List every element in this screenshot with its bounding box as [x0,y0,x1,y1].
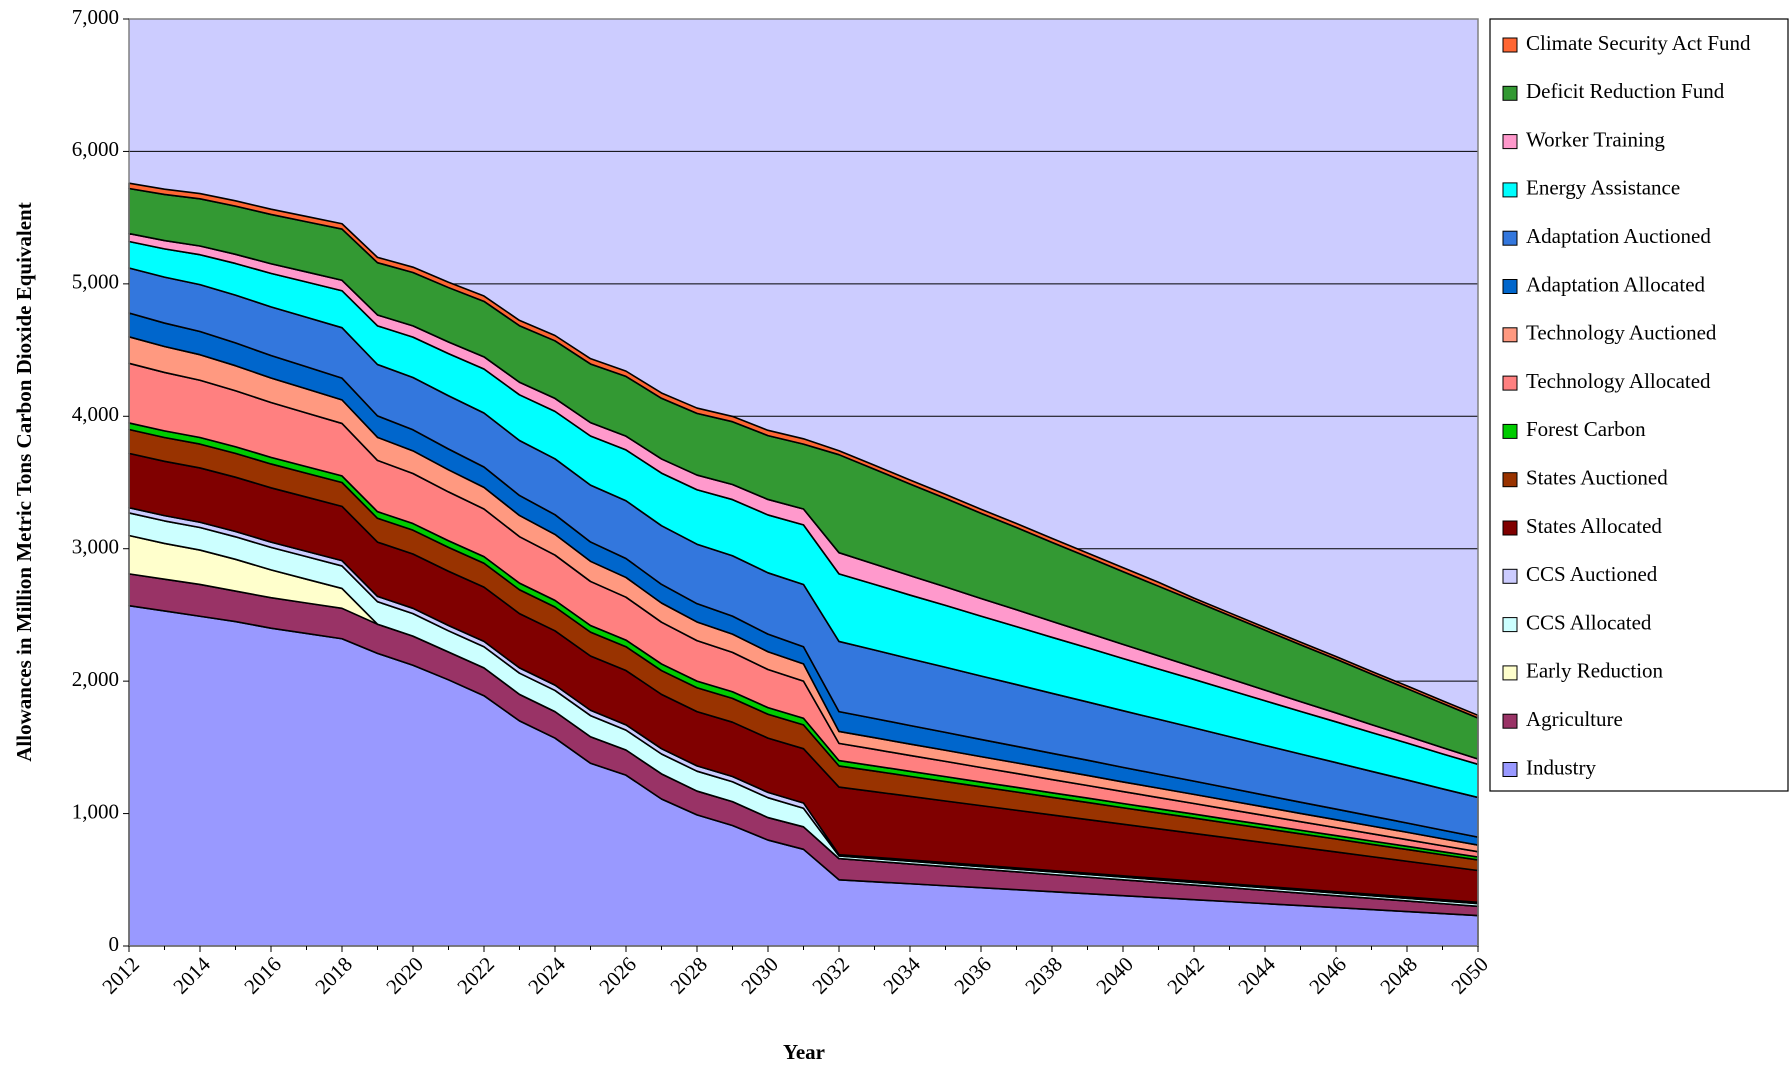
legend-label: CCS Allocated [1526,610,1652,634]
legend-swatch [1502,665,1518,681]
y-tick-label: 5,000 [72,270,119,294]
legend-label: Technology Auctioned [1526,321,1717,345]
y-tick-label: 1,000 [72,799,119,823]
legend-swatch [1502,472,1518,488]
legend-label: Industry [1526,755,1596,779]
legend-label: Energy Assistance [1526,176,1680,200]
legend-swatch [1502,423,1518,439]
x-tick-label: 2050 [1446,952,1493,999]
legend-label: Worker Training [1526,127,1665,151]
x-tick-label: 2044 [1233,952,1280,999]
y-tick-label: 2,000 [72,667,119,691]
legend-swatch [1502,375,1518,391]
legend-label: Forest Carbon [1526,417,1646,441]
x-tick-label: 2022 [452,952,499,999]
legend-label: Deficit Reduction Fund [1526,79,1725,103]
legend-swatch [1502,617,1518,633]
x-tick-label: 2048 [1375,952,1422,999]
legend-swatch [1502,762,1518,777]
legend-label: CCS Auctioned [1526,562,1658,586]
x-tick-label: 2036 [949,952,996,999]
legend-label: Early Reduction [1526,659,1664,683]
x-tick-label: 2014 [168,952,215,999]
x-tick-label: 2012 [97,952,144,999]
legend-label: States Auctioned [1526,466,1668,490]
x-tick-label: 2034 [878,952,925,999]
legend-swatch [1502,279,1518,294]
y-tick-label: 7,000 [72,5,119,29]
legend-swatch [1502,568,1518,584]
x-tick-label: 2024 [523,952,570,999]
legend-label: Climate Security Act Fund [1526,31,1751,55]
x-tick-label: 2040 [1091,952,1138,999]
x-tick-label: 2038 [1020,952,1067,999]
legend-box [1489,18,1789,792]
legend-swatch [1502,85,1518,101]
x-tick-label: 2028 [665,952,712,999]
y-tick-label: 3,000 [72,535,119,559]
x-tick-label: 2026 [594,952,641,999]
legend-swatch [1502,713,1518,729]
y-tick-label: 0 [109,932,120,956]
legend-swatch [1502,327,1518,343]
y-tick-label: 4,000 [72,402,119,426]
x-tick-label: 2018 [310,952,357,999]
x-axis-label: Year [783,1040,825,1064]
x-tick-label: 2020 [381,952,428,999]
x-tick-label: 2046 [1304,952,1351,999]
legend-label: Technology Allocated [1526,369,1711,393]
legend-swatch [1502,230,1518,246]
legend-label: Agriculture [1526,707,1623,731]
legend-swatch [1502,134,1518,150]
legend-label: Adaptation Allocated [1526,272,1706,296]
x-tick-label: 2042 [1162,952,1209,999]
x-tick-label: 2030 [736,952,783,999]
legend: Industry Agriculture Early Reduction CCS Al… [1502,31,1751,779]
legend-label: Adaptation Auctioned [1526,224,1711,248]
legend-swatch [1502,37,1518,53]
x-tick-label: 2032 [807,952,854,999]
legend-swatch [1502,520,1518,536]
legend-swatch [1502,182,1518,198]
y-tick-label: 6,000 [72,137,119,161]
legend-label: States Allocated [1526,514,1662,538]
x-tick-label: 2016 [239,952,286,999]
y-axis-label: Allowances in Million Metric Tons Carbon… [12,202,36,761]
